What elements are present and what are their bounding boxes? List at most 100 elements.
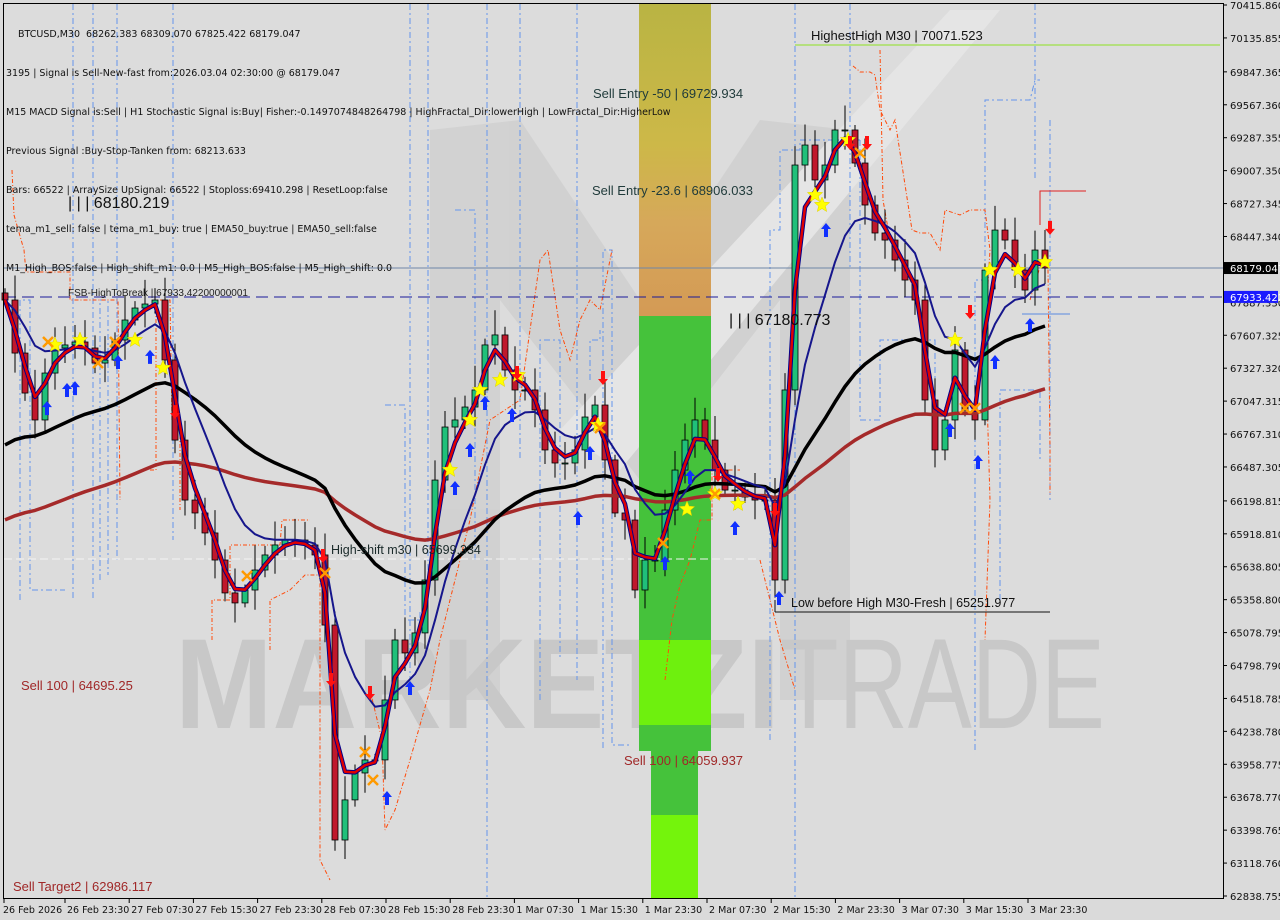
price-tick-label: 66198.815 (1230, 497, 1280, 508)
price-tick-label: 64798.790 (1230, 662, 1280, 673)
price-tick-label: 65078.795 (1230, 629, 1280, 640)
star-signal-icon (461, 411, 479, 427)
buy-arrow-up-icon (382, 791, 392, 806)
cross-signal-icon (657, 537, 669, 549)
bull-candle (991, 229, 999, 271)
star-signal-icon (441, 461, 459, 477)
bull-candle (841, 129, 849, 132)
highest-high-label: HighestHigh M30 | 70071.523 (811, 28, 983, 43)
time-tick-label: 3 Mar 23:30 (1030, 905, 1087, 916)
sell-arrow-down-icon (512, 366, 522, 381)
buy-arrow-up-icon (1025, 318, 1035, 333)
buy-arrow-up-icon (945, 422, 955, 437)
price-tick-label: 63958.775 (1230, 760, 1280, 771)
bear-candle (231, 592, 239, 604)
price-tick-label: 63398.765 (1230, 826, 1280, 837)
bull-candle (491, 334, 499, 346)
sell-target2-label: Sell Target2 | 62986.117 (13, 879, 153, 894)
star-signal-icon (729, 495, 747, 512)
time-tick-label: 28 Feb 07:30 (324, 905, 386, 916)
price-tick-label: 69287.355 (1230, 134, 1280, 145)
time-tick-label: 2 Mar 15:30 (773, 905, 830, 916)
time-axis[interactable]: 26 Feb 2026 26 Feb 23:30 27 Feb 07:30 27 Fe… (3, 898, 1087, 916)
cross-signal-icon (109, 336, 121, 348)
break-level-box (1224, 290, 1278, 303)
signal-markers (42, 131, 1055, 806)
price-tick-label: 63678.770 (1230, 793, 1280, 804)
star-signal-icon (946, 331, 964, 348)
star-signal-icon (981, 261, 999, 278)
level-68180-label: | | | 68180.219 (68, 195, 170, 212)
price-tick-label: 69567.360 (1230, 101, 1280, 112)
time-tick-label: 26 Feb 2026 (3, 905, 62, 916)
time-tick-label: 26 Feb 23:30 (67, 905, 129, 916)
bear-candle (701, 419, 709, 441)
sell-arrow-down-icon (770, 503, 780, 518)
sell-arrow-down-icon (365, 686, 375, 701)
info-line: Bars: 66522 | ArraySize UpSignal: 66522 … (6, 185, 388, 196)
bull-candle (351, 772, 359, 801)
price-tick-label: 65918.810 (1230, 530, 1280, 541)
sell-box-line (1039, 190, 1086, 225)
time-tick-label: 1 Mar 07:30 (516, 905, 573, 916)
bull-candle (451, 419, 459, 428)
buy-arrow-up-icon (42, 401, 52, 416)
price-tick-label: 65358.800 (1230, 596, 1280, 607)
sell-100-zone-label: Sell 100 | 64059.937 (624, 753, 743, 768)
info-line: M1_High_BOS:false | High_shift_m1: 0.0 |… (6, 263, 393, 274)
break-level-label: 67933.422 (1230, 293, 1280, 304)
price-tick-label: 68727.345 (1230, 200, 1280, 211)
buy-arrow-up-icon (507, 408, 517, 423)
star-signal-icon (678, 500, 696, 517)
bear-candle (191, 499, 199, 514)
buy-arrow-up-icon (585, 446, 595, 461)
sell-arrow-down-icon (318, 549, 328, 564)
sell-arrow-down-icon (326, 672, 336, 687)
sell-entry-zone (639, 4, 711, 316)
star-signal-icon (471, 381, 489, 397)
buy-arrow-up-icon (62, 382, 72, 397)
info-panel: BTCUSD,M30 68262.383 68309.070 67825.422… (6, 2, 671, 288)
green-zone-lower (639, 725, 711, 751)
price-tick-label: 66487.305 (1230, 463, 1280, 474)
bull-candle (341, 799, 349, 841)
sell-entry-236-label: Sell Entry -23.6 | 68906.033 (592, 183, 753, 198)
lime-zone-narrow (651, 815, 698, 898)
cross-signal-icon (319, 567, 331, 579)
cross-signal-icon (367, 774, 379, 786)
info-line: 3195 | Signal is Sell-New-fast from:2026… (6, 68, 341, 79)
star-signal-icon (1036, 253, 1054, 270)
info-line: M15 MACD Signal is:Sell | H1 Stochastic … (6, 107, 671, 118)
sell-zone (639, 4, 711, 898)
symbol-ohlc: BTCUSD,M30 68262.383 68309.070 67825.422… (18, 29, 301, 40)
price-tick-label: 64518.785 (1230, 694, 1280, 705)
buy-arrow-up-icon (774, 590, 784, 605)
moving-averages (2, 136, 1046, 775)
fsb-high-label: FSB-HighToBreak | 67933.42200000001 (68, 288, 248, 299)
ema-fast-line (3, 137, 1046, 774)
info-line: Previous Signal :Buy-Stop-Tanken from: 6… (6, 146, 246, 157)
price-axis[interactable]: 70415.860 70135.855 69847.365 69567.360 6928… (1223, 1, 1280, 903)
cross-signal-icon (969, 402, 981, 414)
sell-arrow-down-icon (845, 136, 855, 151)
price-tick-label: 63118.760 (1230, 859, 1280, 870)
sell-arrow-down-icon (1045, 220, 1055, 235)
time-tick-label: 2 Mar 07:30 (709, 905, 766, 916)
buy-arrow-up-icon (145, 349, 155, 364)
price-tick-label: 67047.315 (1230, 397, 1280, 408)
sell-arrow-down-icon (965, 305, 975, 320)
price-tick-label: 70415.860 (1230, 1, 1280, 12)
buy-arrow-up-icon (990, 354, 1000, 369)
sell-arrow-down-icon (713, 467, 723, 482)
star-signal-icon (71, 331, 89, 348)
lime-zone (639, 640, 711, 725)
bull-candle (641, 559, 649, 591)
ma-brown-line (4, 387, 1046, 542)
cross-signal-icon (959, 402, 971, 414)
sell-100-label: Sell 100 | 64695.25 (21, 678, 133, 693)
star-signal-icon (126, 331, 144, 348)
green-zone-narrow (651, 751, 698, 815)
buy-arrow-up-icon (70, 381, 80, 396)
buy-arrow-up-icon (973, 454, 983, 469)
